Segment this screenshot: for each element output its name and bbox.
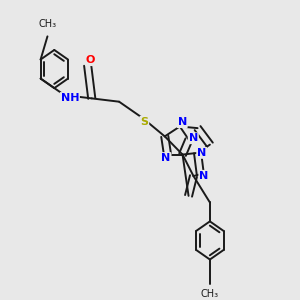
Text: N: N (189, 133, 198, 143)
Text: N: N (178, 117, 187, 127)
Text: O: O (86, 55, 95, 65)
Text: S: S (140, 117, 148, 127)
Text: N: N (199, 171, 208, 181)
Text: NH: NH (61, 93, 79, 103)
Text: CH₃: CH₃ (201, 289, 219, 298)
Text: CH₃: CH₃ (38, 19, 56, 29)
Text: N: N (161, 153, 171, 163)
Text: N: N (197, 148, 206, 158)
